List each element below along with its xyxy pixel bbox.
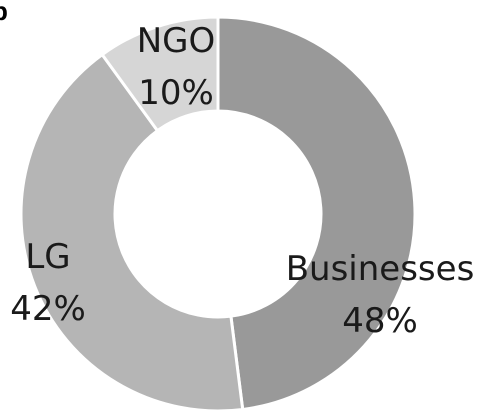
slice-ngo [100, 15, 220, 133]
slice-businesses [216, 15, 417, 412]
panel-label: b [0, 0, 8, 26]
slice-value-businesses: 48% [342, 301, 418, 341]
slice-lg [19, 52, 245, 412]
slice-value-ngo: 10% [138, 73, 214, 113]
slices-group [19, 15, 417, 412]
slice-value-lg: 42% [10, 289, 86, 329]
slice-label-businesses: Businesses [286, 249, 475, 289]
labels-group: Businesses 48% LG 42% NGO 10% [10, 21, 474, 341]
slice-label-lg: LG [25, 237, 70, 277]
slice-label-ngo: NGO [137, 21, 216, 61]
